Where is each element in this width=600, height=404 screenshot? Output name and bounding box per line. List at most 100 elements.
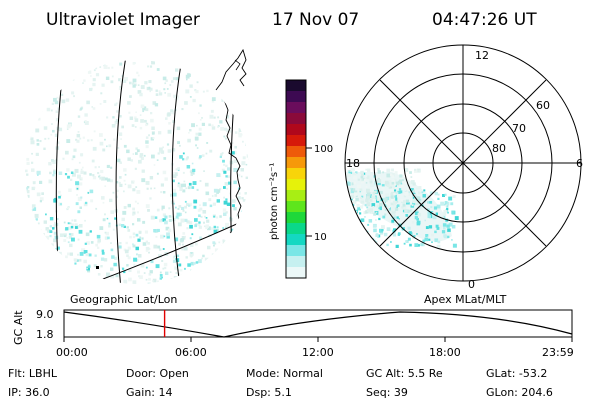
emission-pixel xyxy=(95,207,98,210)
emission-pixel xyxy=(163,157,167,160)
emission-pixel xyxy=(27,237,30,240)
emission-pixel xyxy=(148,80,152,84)
emission-pixel xyxy=(213,215,216,218)
emission-pixel xyxy=(36,281,38,284)
emission-pixel xyxy=(61,80,66,85)
emission-pixel xyxy=(223,163,226,166)
emission-pixel xyxy=(83,171,87,175)
emission-pixel xyxy=(142,220,146,224)
emission-pixel xyxy=(360,218,365,222)
emission-pixel xyxy=(350,210,354,214)
emission-pixel xyxy=(92,174,95,177)
emission-pixel xyxy=(152,137,155,140)
emission-pixel xyxy=(163,235,166,238)
emission-pixel xyxy=(215,229,219,232)
emission-pixel xyxy=(443,209,447,214)
date-label: 17 Nov 07 xyxy=(272,10,359,30)
emission-pixel xyxy=(195,132,199,136)
emission-pixel xyxy=(167,112,171,116)
emission-pixel xyxy=(208,263,212,267)
time-label: 04:47:26 UT xyxy=(432,10,537,30)
emission-pixel xyxy=(377,170,381,174)
emission-pixel xyxy=(147,65,149,68)
emission-pixel xyxy=(145,123,148,127)
emission-pixel xyxy=(133,263,136,266)
emission-pixel xyxy=(31,161,34,164)
emission-pixel xyxy=(152,278,157,283)
emission-pixel xyxy=(220,258,224,263)
emission-pixel xyxy=(172,259,177,263)
emission-pixel xyxy=(366,176,370,180)
emission-pixel xyxy=(193,199,198,204)
emission-pixel xyxy=(52,160,57,164)
emission-pixel xyxy=(353,214,357,218)
emission-pixel xyxy=(104,236,109,240)
emission-pixel xyxy=(104,231,107,234)
emission-pixel xyxy=(372,192,375,195)
emission-pixel xyxy=(144,285,147,288)
emission-pixel xyxy=(428,225,433,229)
emission-pixel xyxy=(248,66,249,71)
emission-pixel xyxy=(126,264,129,267)
emission-pixel xyxy=(402,206,407,210)
emission-pixel xyxy=(107,66,110,70)
emission-pixel xyxy=(152,132,155,135)
emission-pixel xyxy=(75,181,80,186)
emission-pixel xyxy=(129,81,132,85)
emission-pixel xyxy=(61,268,66,273)
emission-pixel xyxy=(32,206,35,209)
emission-pixel xyxy=(233,168,238,172)
emission-pixel xyxy=(359,234,361,237)
emission-pixel xyxy=(106,272,110,277)
emission-pixel xyxy=(391,213,395,217)
emission-pixel xyxy=(225,115,230,119)
mlat-label-60: 60 xyxy=(536,99,550,112)
emission-pixel xyxy=(145,145,149,149)
emission-pixel xyxy=(62,72,65,75)
info-glon: GLon: 204.6 xyxy=(486,386,553,399)
emission-pixel xyxy=(202,254,205,258)
emission-pixel xyxy=(123,225,126,228)
emission-pixel xyxy=(84,120,87,123)
emission-pixel xyxy=(153,244,158,249)
emission-pixel xyxy=(79,224,83,228)
emission-pixel xyxy=(174,60,178,64)
emission-pixel xyxy=(110,242,112,244)
emission-pixel xyxy=(145,140,149,144)
emission-pixel xyxy=(186,165,191,169)
emission-pixel xyxy=(208,123,211,127)
emission-pixel xyxy=(172,119,176,123)
emission-pixel xyxy=(451,225,456,229)
altitude-x-tick-label: 23:59 xyxy=(542,346,574,359)
emission-pixel xyxy=(163,88,166,91)
emission-pixel xyxy=(386,227,391,231)
emission-pixel xyxy=(198,274,200,277)
emission-pixel xyxy=(169,271,172,273)
emission-pixel xyxy=(167,149,172,153)
emission-pixel xyxy=(77,253,79,256)
emission-pixel xyxy=(126,149,130,154)
colorbar-segment xyxy=(286,80,306,92)
emission-pixel xyxy=(206,89,209,93)
emission-pixel xyxy=(233,278,236,282)
emission-pixel xyxy=(405,240,408,243)
emission-pixel xyxy=(359,238,363,241)
emission-pixel xyxy=(30,140,35,145)
emission-pixel xyxy=(395,207,399,211)
emission-pixel xyxy=(29,97,32,101)
emission-pixel xyxy=(111,124,116,128)
emission-pixel xyxy=(127,246,131,250)
emission-pixel xyxy=(164,266,167,270)
emission-pixel xyxy=(108,224,111,228)
emission-pixel xyxy=(186,227,189,230)
emission-pixel xyxy=(111,255,115,259)
emission-pixel xyxy=(158,150,162,153)
emission-pixel xyxy=(401,206,404,209)
emission-pixel xyxy=(89,230,92,233)
emission-pixel xyxy=(194,218,198,222)
emission-pixel xyxy=(423,189,426,192)
emission-pixel xyxy=(452,195,456,198)
emission-pixel xyxy=(427,208,430,211)
emission-pixel xyxy=(151,126,155,130)
emission-pixel xyxy=(396,216,399,219)
